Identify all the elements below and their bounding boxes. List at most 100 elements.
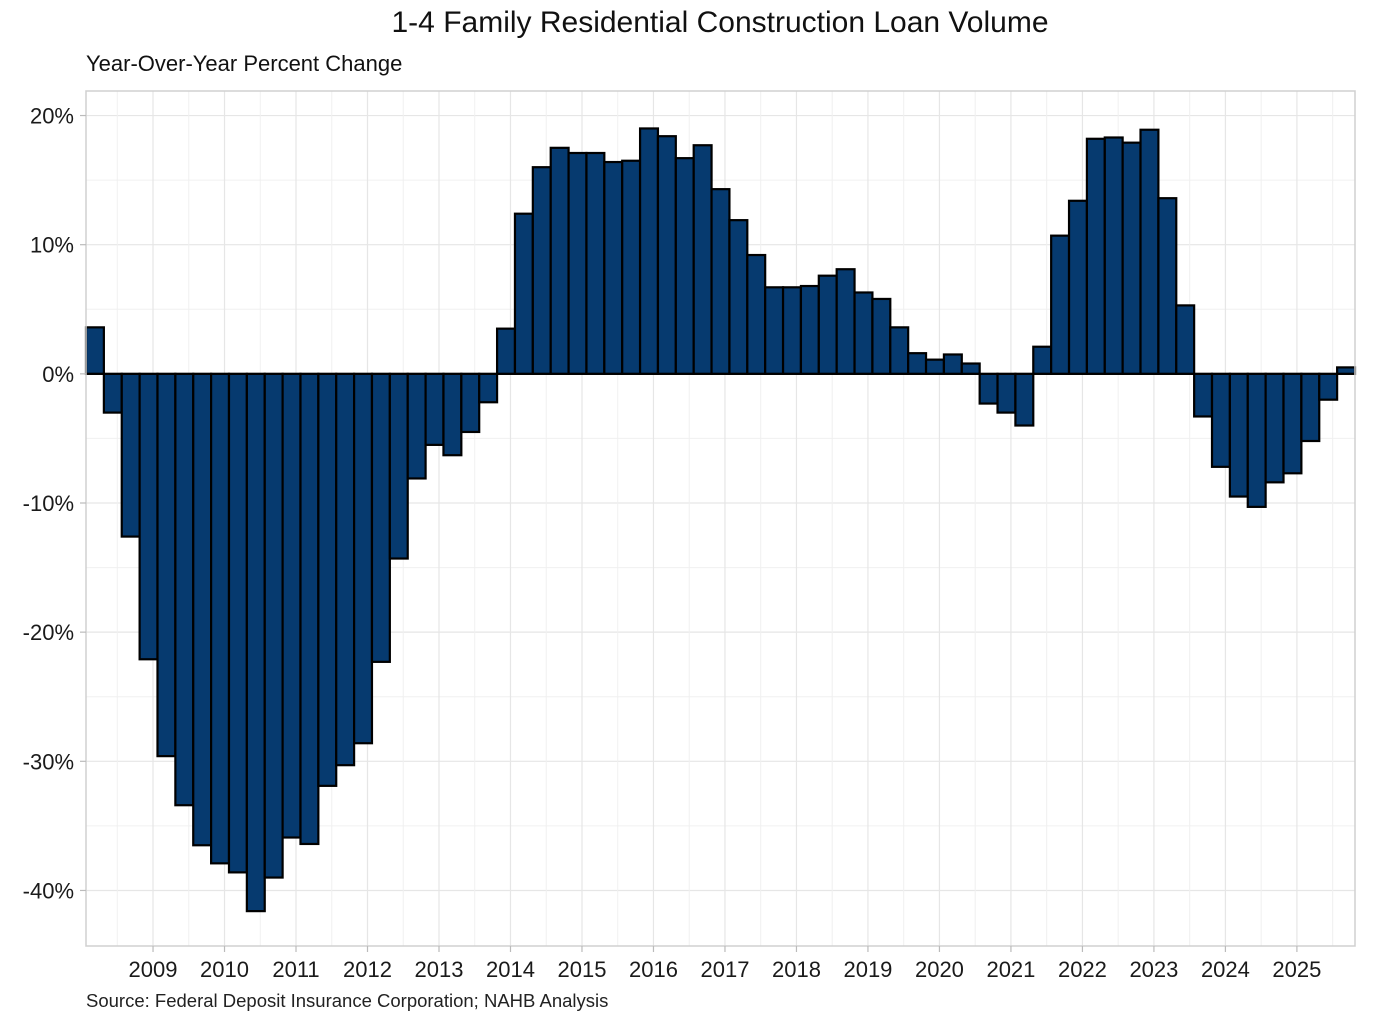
bar	[406, 372, 427, 480]
x-tick-label: 2024	[1201, 957, 1250, 982]
bar	[495, 327, 517, 375]
y-tick-label: -40%	[23, 878, 74, 903]
chart-title: 1-4 Family Residential Construction Loan…	[391, 6, 1049, 39]
bar	[781, 286, 803, 375]
bar	[174, 372, 195, 807]
bar	[227, 372, 248, 874]
bar	[263, 372, 284, 879]
y-tick-label: 20%	[30, 104, 74, 129]
bar	[674, 157, 695, 375]
bar	[942, 353, 963, 375]
chart-subtitle: Year-Over-Year Percent Change	[86, 51, 403, 76]
bar	[960, 362, 981, 375]
bar	[924, 358, 946, 375]
bar	[335, 372, 356, 767]
bar	[442, 372, 463, 457]
bar	[1300, 372, 1321, 443]
x-tick-label: 2023	[1129, 957, 1178, 982]
bar	[424, 372, 445, 446]
bar	[656, 135, 677, 375]
bar	[728, 219, 749, 375]
bar	[210, 372, 231, 865]
bars	[84, 127, 1357, 913]
bar	[1228, 372, 1249, 498]
bar	[138, 372, 159, 661]
bar	[621, 159, 642, 375]
bar	[1121, 141, 1142, 375]
bar	[352, 372, 374, 745]
bar	[817, 274, 838, 375]
bar	[513, 212, 534, 375]
y-tick-label: -20%	[23, 620, 74, 645]
bar	[1139, 128, 1160, 375]
x-tick-label: 2018	[772, 957, 821, 982]
x-tick-label: 2020	[915, 957, 964, 982]
bar	[889, 326, 910, 375]
bar	[835, 268, 856, 375]
bar	[996, 372, 1017, 414]
bar	[1175, 304, 1196, 375]
bar	[102, 372, 123, 414]
bar	[746, 253, 767, 375]
bar	[317, 372, 338, 787]
y-axis: 20% 10% 0% -10% -20% -30% -40%	[23, 104, 86, 903]
x-tick-label: 2021	[986, 957, 1035, 982]
x-tick-label: 2014	[486, 957, 535, 982]
y-tick-label: -30%	[23, 749, 74, 774]
bar	[1067, 199, 1089, 375]
bar	[692, 144, 713, 375]
bar	[638, 127, 660, 375]
x-tick-label: 2012	[343, 957, 392, 982]
bar	[192, 372, 213, 847]
bar	[1318, 372, 1339, 401]
bar	[567, 151, 588, 375]
bar	[478, 372, 499, 404]
bar	[245, 372, 266, 913]
x-tick-label: 2019	[843, 957, 892, 982]
y-tick-label: 0%	[42, 362, 74, 387]
bar	[531, 166, 552, 375]
x-axis: 2009 2010 2011 2012 2013 2014 2015 2016 2017 2018…	[129, 946, 1321, 982]
x-tick-label: 2011	[272, 957, 319, 982]
bar	[853, 291, 874, 375]
chart-source-note: Source: Federal Deposit Insurance Corpor…	[86, 990, 609, 1011]
bar	[871, 297, 892, 375]
bar	[1014, 372, 1035, 427]
x-tick-label: 2009	[129, 957, 178, 982]
bar	[370, 372, 391, 663]
bar	[710, 188, 731, 375]
bar	[1050, 234, 1071, 375]
bar	[1282, 372, 1303, 475]
bar	[549, 146, 570, 375]
bar	[603, 160, 624, 375]
bar	[1157, 197, 1178, 375]
bar	[299, 372, 320, 846]
x-tick-label: 2013	[415, 957, 464, 982]
bar	[120, 372, 141, 538]
bar	[1103, 136, 1124, 375]
bar	[388, 372, 409, 560]
x-tick-label: 2016	[629, 957, 678, 982]
bar	[281, 372, 302, 839]
bar	[1246, 372, 1267, 508]
x-tick-label: 2010	[200, 957, 249, 982]
bar	[907, 352, 928, 375]
plot-frame	[85, 90, 1356, 947]
bar	[799, 284, 820, 375]
bar	[1193, 372, 1214, 418]
x-tick-label: 2017	[700, 957, 749, 982]
bar	[1264, 372, 1285, 484]
y-tick-label: 10%	[30, 233, 74, 258]
bar	[764, 286, 785, 375]
bar	[1210, 372, 1231, 468]
bar	[1032, 345, 1053, 375]
y-tick-label: -10%	[23, 491, 74, 516]
bar	[1085, 137, 1106, 375]
bar	[460, 372, 481, 434]
x-tick-label: 2025	[1272, 957, 1321, 982]
bar	[978, 372, 999, 405]
bar	[84, 326, 105, 375]
bar	[585, 151, 606, 375]
bar	[156, 372, 177, 758]
